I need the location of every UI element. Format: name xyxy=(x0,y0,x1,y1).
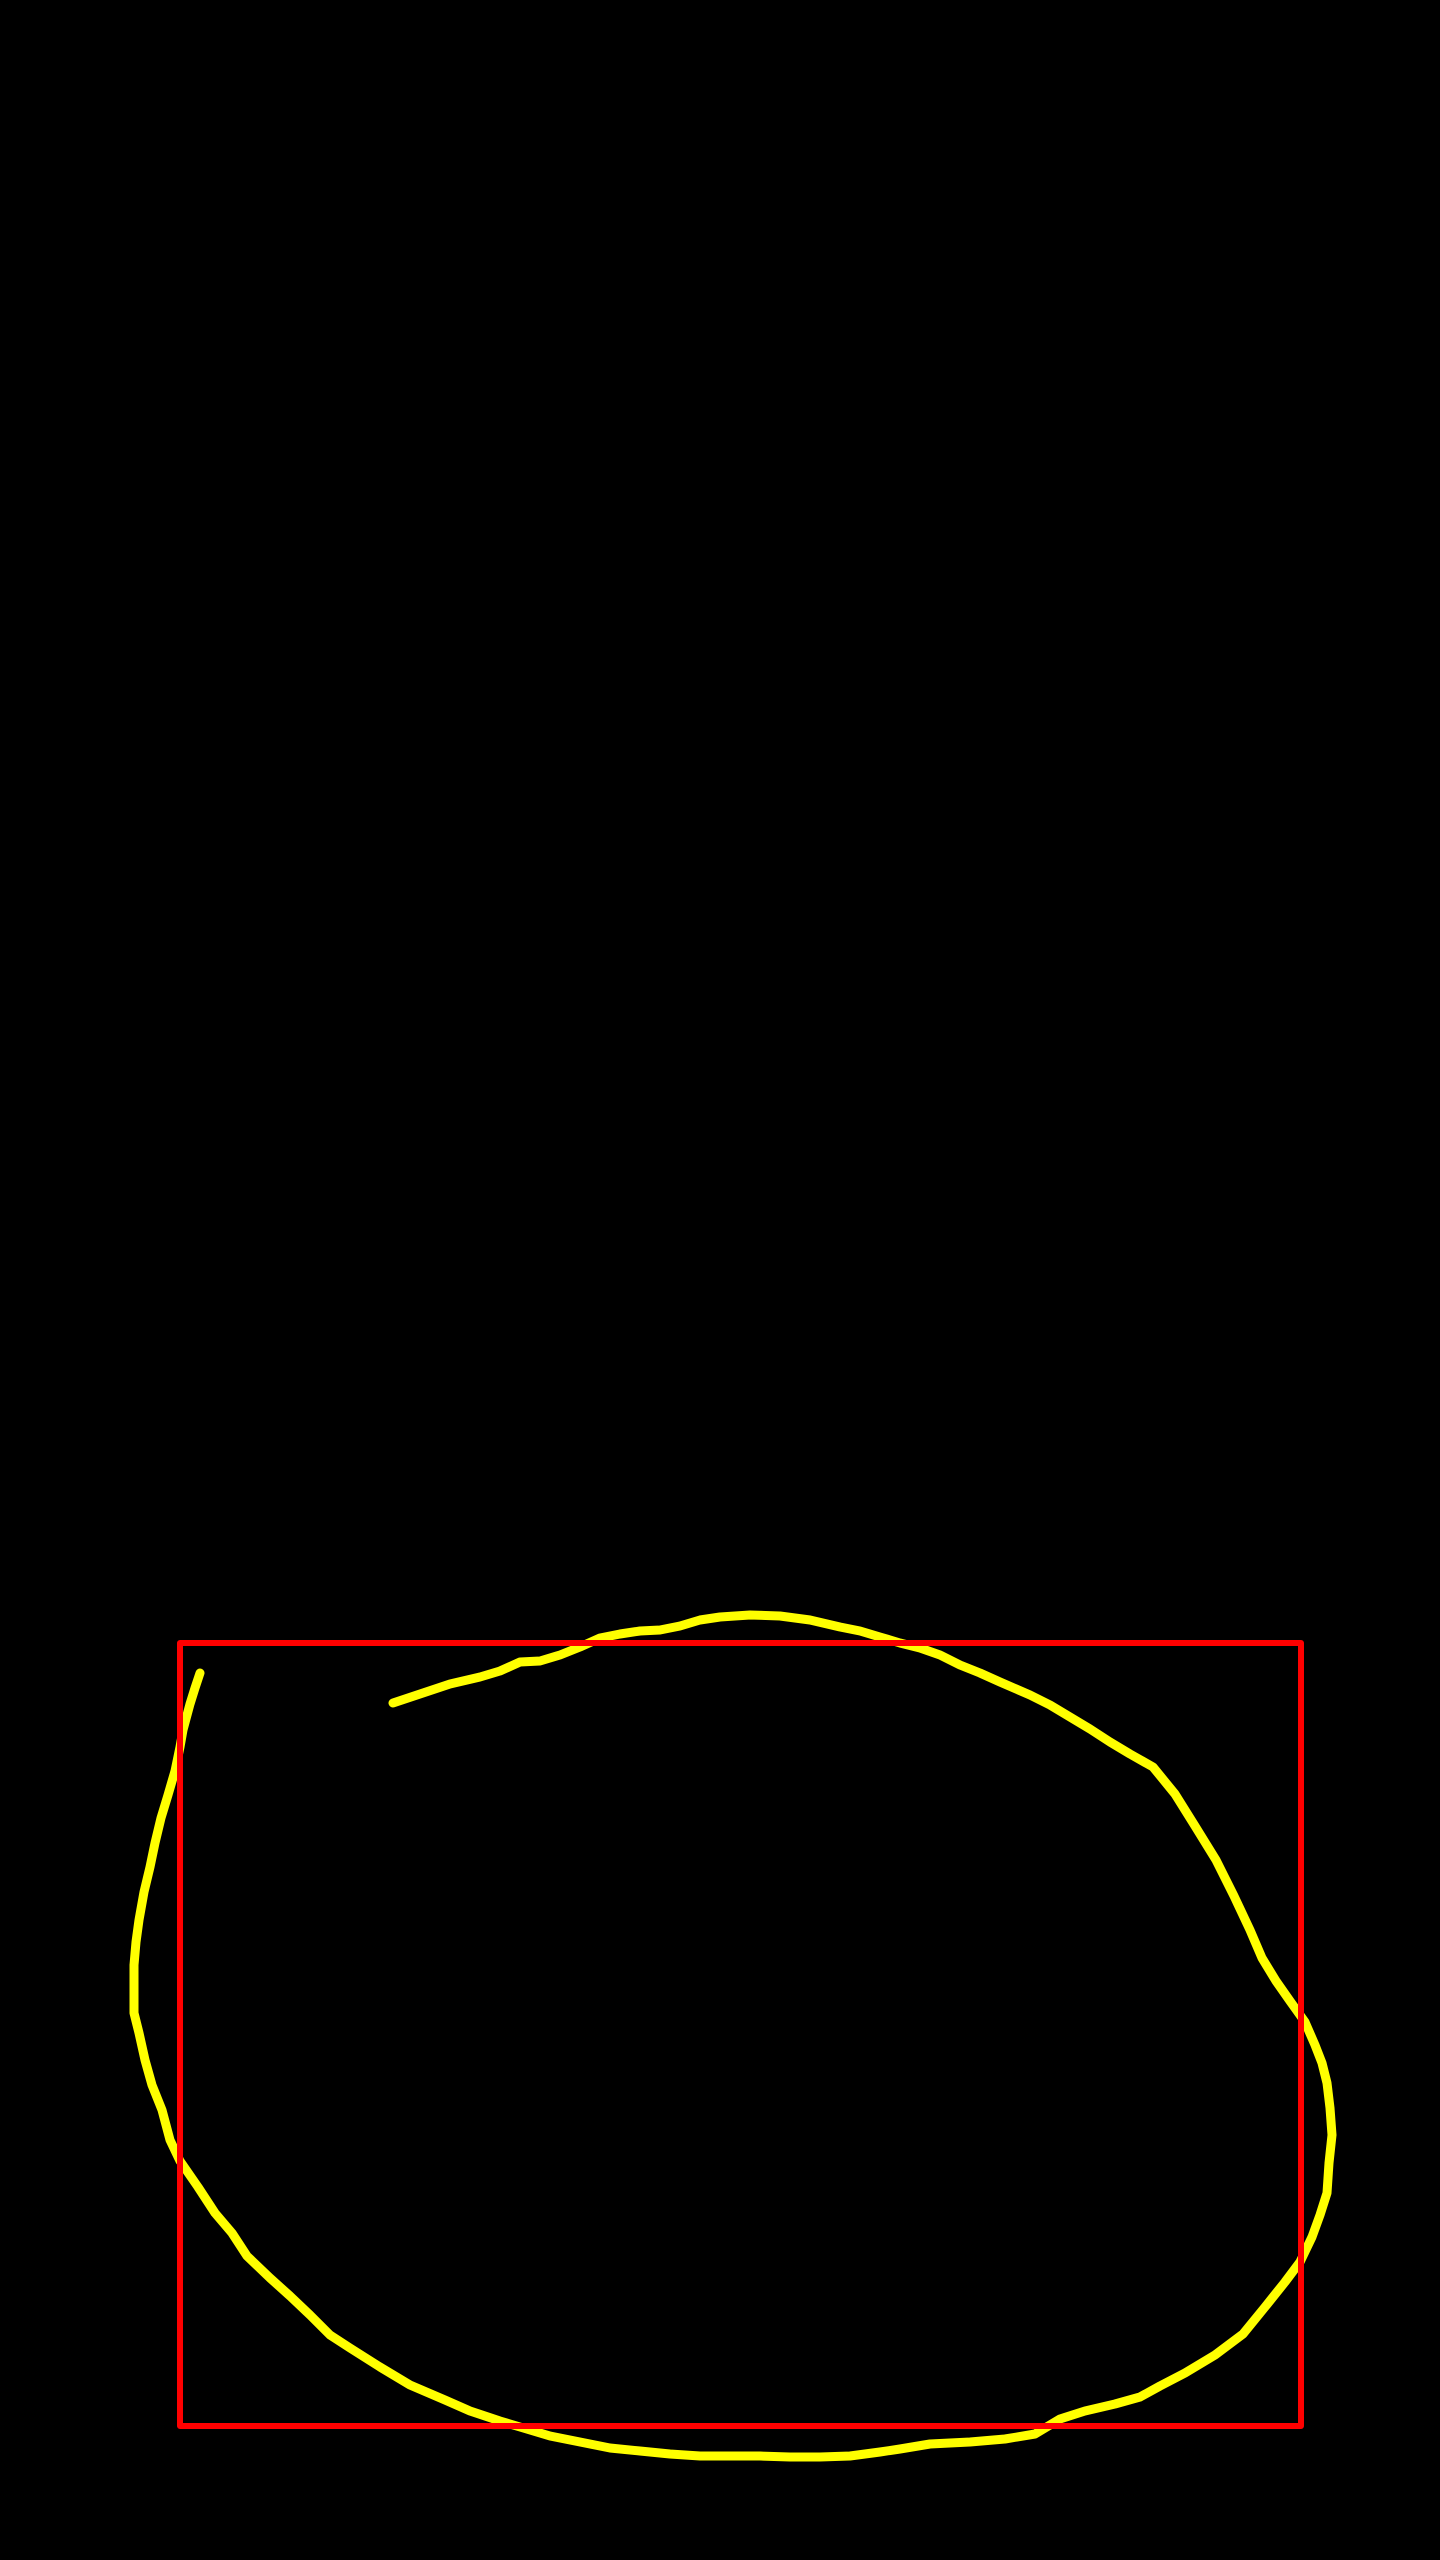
freehand-yellow-stroke xyxy=(129,1610,1337,2462)
red-bounding-box xyxy=(177,1640,1304,2429)
